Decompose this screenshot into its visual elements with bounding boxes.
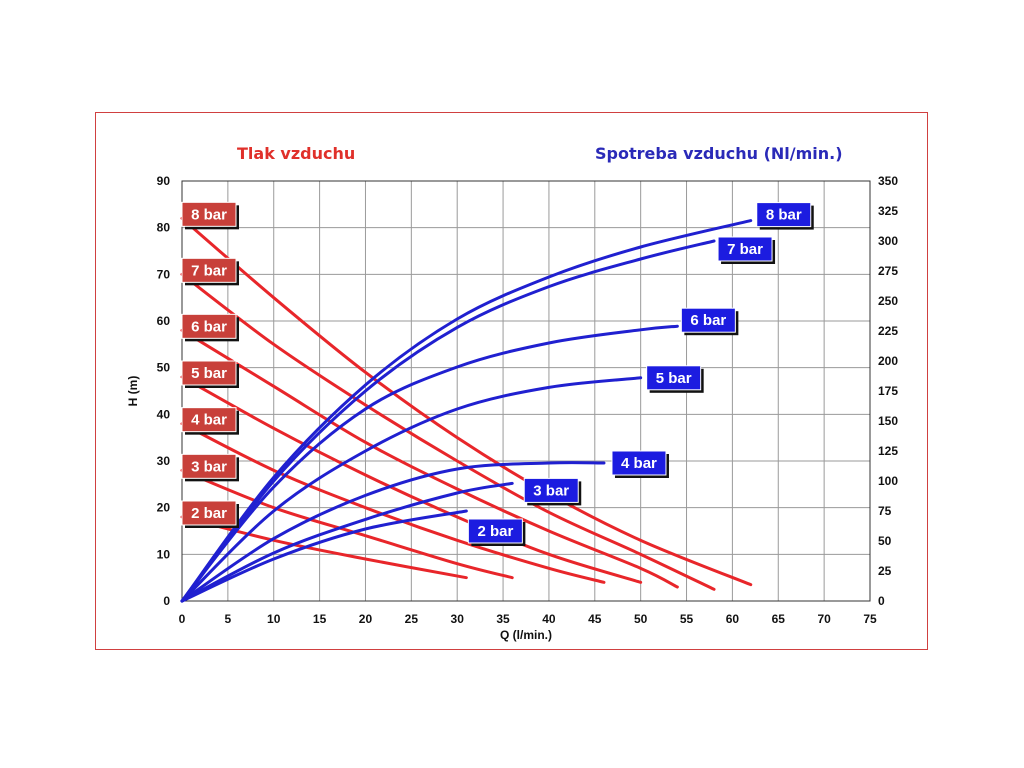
pressure-label-3-bar-text: 3 bar — [191, 458, 227, 475]
pressure-label-7-bar-box — [181, 257, 237, 283]
pressure-curve-7-bar — [180, 272, 716, 591]
consumption-curve-4-bar — [180, 461, 606, 603]
y2-tick-label: 0 — [878, 594, 885, 608]
pressure-curve-4-bar — [180, 422, 606, 584]
pressure-title: Tlak vzduchu — [237, 144, 356, 163]
consumption-label-4-bar-text: 4 bar — [621, 455, 657, 472]
y2-tick-label: 25 — [878, 564, 892, 578]
y2-tick-label: 300 — [878, 234, 898, 248]
y2-tick-label: 75 — [878, 504, 892, 518]
pressure-label-4-bar-box — [181, 407, 237, 433]
y-tick-label: 0 — [163, 594, 170, 608]
y-tick-label: 40 — [157, 407, 171, 421]
pressure-label-3-bar-box — [181, 453, 237, 479]
y-tick-label: 70 — [157, 267, 171, 281]
x-tick-label: 65 — [772, 612, 786, 626]
x-tick-label: 30 — [451, 612, 465, 626]
x-tick-label: 75 — [863, 612, 877, 626]
y2-tick-label: 200 — [878, 354, 898, 368]
y-axis-label: H (m) — [126, 376, 140, 407]
y2-tick-label: 150 — [878, 414, 898, 428]
consumption-label-6-bar-box — [680, 307, 736, 333]
y-tick-label: 30 — [157, 454, 171, 468]
consumption-curve-2-bar — [180, 509, 468, 603]
consumption-label-7-bar-box — [717, 236, 773, 262]
y-tick-label: 80 — [157, 221, 171, 235]
x-tick-label: 55 — [680, 612, 694, 626]
consumption-curve-8-bar — [180, 219, 753, 603]
x-tick-label: 15 — [313, 612, 327, 626]
y-tick-label: 20 — [157, 501, 171, 515]
consumption-label-3-bar-box — [523, 477, 579, 503]
pressure-label-5-bar-box — [181, 360, 237, 386]
consumption-curve-3-bar — [180, 481, 514, 603]
consumption-label-5-bar-box — [646, 365, 702, 391]
x-tick-label: 45 — [588, 612, 602, 626]
y2-tick-label: 225 — [878, 324, 898, 338]
x-axis-label: Q (l/min.) — [500, 628, 552, 642]
x-tick-label: 25 — [405, 612, 419, 626]
y2-tick-label: 50 — [878, 534, 892, 548]
x-tick-label: 20 — [359, 612, 373, 626]
consumption-label-2-bar-box — [467, 518, 523, 544]
pressure-curve-5-bar — [180, 375, 643, 584]
x-tick-label: 35 — [496, 612, 510, 626]
y2-tick-label: 275 — [878, 264, 898, 278]
pressure-label-5-bar-text: 5 bar — [191, 365, 227, 382]
consumption-curve-6-bar — [180, 324, 679, 603]
pressure-label-8-bar-text: 8 bar — [191, 206, 227, 223]
pressure-label-2-bar-text: 2 bar — [191, 505, 227, 522]
y-tick-label: 90 — [157, 174, 171, 188]
x-tick-label: 50 — [634, 612, 648, 626]
y-tick-label: 10 — [157, 547, 171, 561]
x-tick-label: 40 — [542, 612, 556, 626]
pressure-label-4-bar-text: 4 bar — [191, 412, 227, 429]
pressure-curve-6-bar — [180, 328, 679, 589]
y2-tick-label: 350 — [878, 174, 898, 188]
pressure-label-2-bar-box — [181, 500, 237, 526]
consumption-label-4-bar-box — [611, 450, 667, 476]
pressure-label-6-bar-text: 6 bar — [191, 318, 227, 335]
y2-tick-label: 125 — [878, 444, 898, 458]
y2-tick-label: 100 — [878, 474, 898, 488]
x-tick-label: 10 — [267, 612, 281, 626]
plot-area — [181, 180, 871, 602]
y-tick-label: 60 — [157, 314, 171, 328]
y2-tick-label: 175 — [878, 384, 898, 398]
x-tick-label: 70 — [817, 612, 831, 626]
x-tick-label: 0 — [179, 612, 186, 626]
pressure-label-8-bar-box — [181, 201, 237, 227]
consumption-label-5-bar-text: 5 bar — [656, 370, 692, 387]
x-tick-label: 60 — [726, 612, 740, 626]
consumption-curve-7-bar — [180, 239, 716, 603]
consumption-title: Spotreba vzduchu (Nl/min.) — [595, 144, 843, 163]
pressure-curve-3-bar — [180, 468, 514, 580]
consumption-label-6-bar-text: 6 bar — [690, 312, 726, 329]
consumption-label-3-bar-text: 3 bar — [533, 482, 569, 499]
consumption-label-8-bar-text: 8 bar — [766, 207, 802, 224]
y2-tick-label: 250 — [878, 294, 898, 308]
pressure-label-6-bar-box — [181, 313, 237, 339]
x-tick-label: 5 — [225, 612, 232, 626]
y2-tick-label: 325 — [878, 204, 898, 218]
pressure-label-7-bar-text: 7 bar — [191, 262, 227, 279]
consumption-label-8-bar-box — [756, 202, 812, 228]
pressure-curve-8-bar — [180, 216, 753, 587]
y-tick-label: 50 — [157, 361, 171, 375]
consumption-label-2-bar-text: 2 bar — [477, 523, 513, 540]
consumption-label-7-bar-text: 7 bar — [727, 241, 763, 258]
consumption-curve-5-bar — [180, 376, 643, 603]
